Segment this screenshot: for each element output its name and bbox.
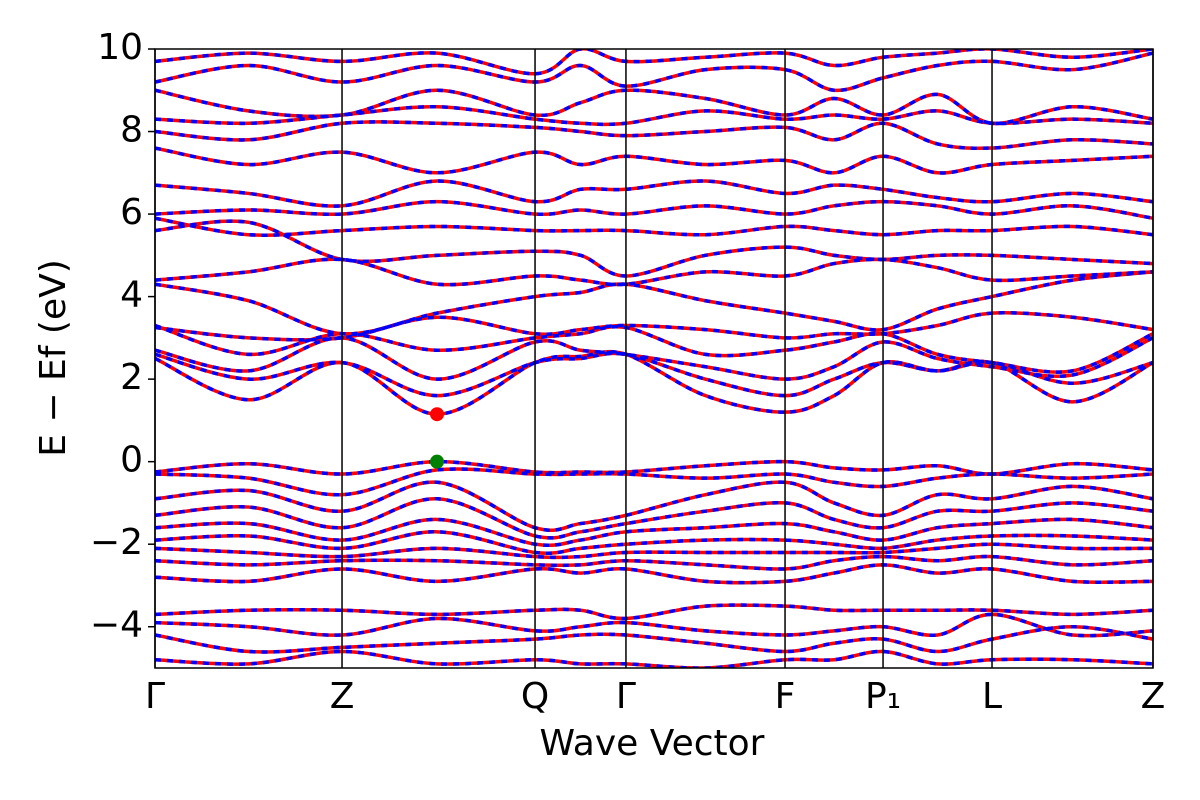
band-line xyxy=(155,497,1153,540)
band-line xyxy=(155,257,1153,287)
x-tick-label: P₁ xyxy=(865,676,901,717)
band-line xyxy=(155,311,1153,342)
x-tick-label: Z xyxy=(330,676,355,717)
y-tick-label: 6 xyxy=(120,192,143,233)
y-tick-label: 0 xyxy=(120,440,143,481)
x-tick-label: Q xyxy=(521,676,549,717)
x-tick-label: F xyxy=(775,676,796,717)
band-edge-marker xyxy=(430,407,445,422)
y-tick-label: 2 xyxy=(120,357,143,398)
band-line xyxy=(155,120,1153,151)
band-line xyxy=(155,120,1153,151)
band-line xyxy=(155,624,1153,654)
band-line xyxy=(155,146,1153,175)
band-line xyxy=(155,563,1153,585)
y-tick-label: 4 xyxy=(120,275,143,316)
band-line xyxy=(155,51,1153,93)
x-axis-label: Wave Vector xyxy=(540,723,765,764)
band-line xyxy=(155,480,1153,532)
y-axis-label: E − Ef (eV) xyxy=(33,259,74,457)
band-line xyxy=(155,49,1153,76)
x-tick-label: Γ xyxy=(145,676,165,717)
band-line xyxy=(155,563,1153,585)
x-tick-label: L xyxy=(982,676,1002,717)
y-tick-label: 8 xyxy=(120,110,143,151)
band-line xyxy=(155,179,1153,208)
band-line xyxy=(155,467,1153,497)
band-line xyxy=(155,199,1153,220)
band-edge-marker xyxy=(430,454,445,469)
x-tick-label: Γ xyxy=(616,676,636,717)
plot-area xyxy=(155,49,1153,668)
y-tick-label: −4 xyxy=(90,605,143,646)
band-line xyxy=(155,216,1153,237)
x-tick-label: Z xyxy=(1141,676,1166,717)
band-line xyxy=(155,517,1153,548)
band-line xyxy=(155,612,1153,638)
band-line xyxy=(155,603,1153,621)
band-line xyxy=(155,351,1153,398)
band-line xyxy=(155,146,1153,175)
band-line xyxy=(155,336,1153,381)
band-line xyxy=(155,612,1153,638)
y-tick-label: −2 xyxy=(90,522,143,563)
y-tick-label: 10 xyxy=(97,27,143,68)
band-line xyxy=(155,542,1153,560)
band-line xyxy=(155,530,1153,555)
band-line xyxy=(155,624,1153,654)
band-line xyxy=(155,554,1153,571)
